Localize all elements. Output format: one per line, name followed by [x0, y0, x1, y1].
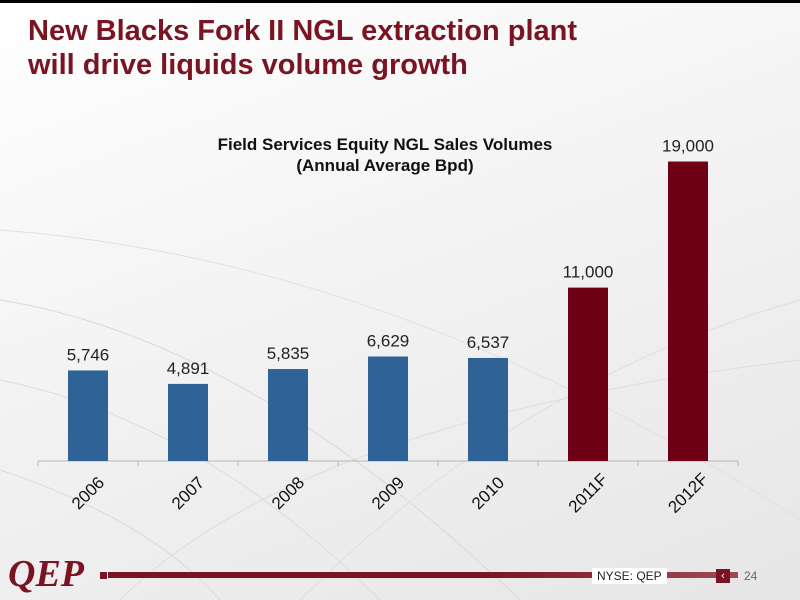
- bar-chart: 5,746 2006 4,891 2007 5,835 2008 6,629 2009 6,53…: [37, 137, 739, 517]
- slide-title-line-1: New Blacks Fork II NGL extraction plant: [28, 15, 578, 47]
- bar-2006: [68, 370, 108, 461]
- data-label-2010: 6,537: [467, 333, 510, 352]
- bar-2009: [368, 356, 408, 461]
- slide-title-line-2: will drive liquids volume growth: [28, 49, 468, 81]
- page-number: 24: [744, 569, 758, 583]
- data-label-2006: 5,746: [67, 345, 110, 364]
- bar-2012F: [668, 161, 708, 461]
- x-tick-label-2006: 2006: [68, 473, 108, 513]
- chart-title-line-2: (Annual Average Bpd): [296, 156, 474, 175]
- top-border-line: [0, 0, 800, 3]
- data-label-2012F: 19,000: [662, 137, 714, 156]
- chevron-left-icon: ‹: [716, 569, 730, 583]
- qep-logo: QEP: [8, 553, 107, 595]
- x-tick-label-2007: 2007: [168, 473, 208, 513]
- bar-2010: [468, 357, 508, 461]
- bar-2007: [168, 383, 208, 461]
- x-tick-label-2008: 2008: [268, 473, 308, 513]
- data-label-2008: 5,835: [267, 344, 310, 363]
- data-label-2009: 6,629: [367, 332, 410, 351]
- x-tick-label-2010: 2010: [468, 473, 508, 513]
- x-tick-label-2009: 2009: [368, 473, 408, 513]
- x-tick-label-2012F: 2012F: [664, 469, 712, 517]
- data-label-2007: 4,891: [167, 359, 210, 378]
- svg-text:QEP: QEP: [8, 553, 85, 595]
- chart-title: Field Services Equity NGL Sales Volumes …: [150, 134, 620, 176]
- chart-title-line-1: Field Services Equity NGL Sales Volumes: [217, 135, 553, 154]
- x-tick-label-2011F: 2011F: [565, 470, 612, 517]
- footer-ticker: NYSE: QEP: [592, 568, 667, 584]
- data-label-2011F: 11,000: [563, 263, 614, 282]
- footer-bar: [108, 572, 738, 578]
- bar-2011F: [568, 287, 608, 461]
- slide-title: New Blacks Fork II NGL extraction plant …: [28, 14, 577, 82]
- bar-2008: [268, 369, 308, 461]
